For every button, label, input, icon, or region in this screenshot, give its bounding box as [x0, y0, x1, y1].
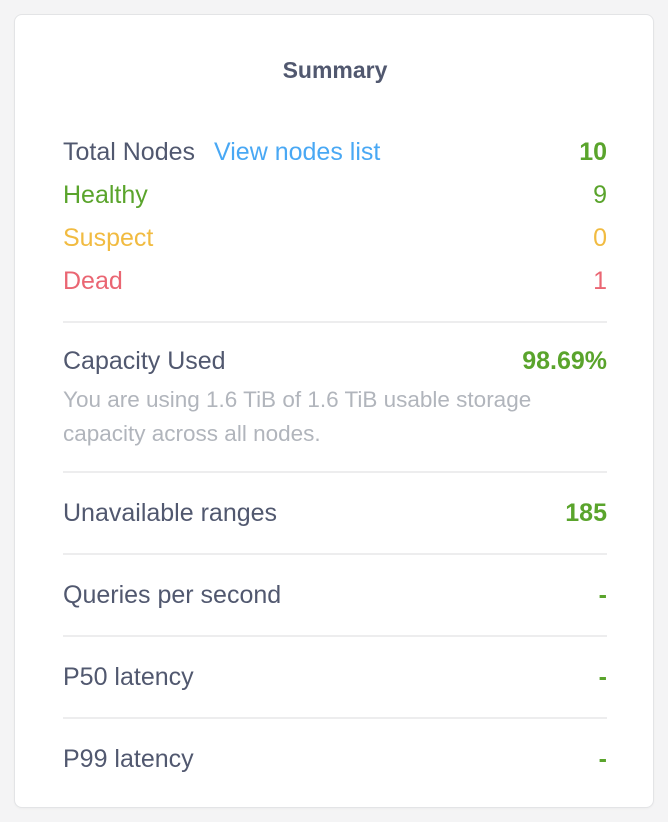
suspect-label: Suspect [63, 224, 154, 252]
capacity-used-row: Capacity Used 98.69% [63, 345, 607, 377]
queries-per-second-section: Queries per second - [63, 553, 607, 635]
dead-value: 1 [593, 267, 607, 295]
p50-latency-value: - [598, 663, 607, 691]
capacity-used-value: 98.69% [522, 347, 607, 375]
view-nodes-list-link[interactable]: View nodes list [214, 138, 381, 166]
p50-latency-label: P50 latency [63, 663, 194, 691]
total-nodes-value: 10 [579, 138, 607, 166]
dead-label: Dead [63, 267, 123, 295]
p99-latency-section: P99 latency - [63, 717, 607, 799]
p99-latency-value: - [598, 745, 607, 773]
p99-latency-row: P99 latency - [63, 743, 607, 775]
unavailable-ranges-section: Unavailable ranges 185 [63, 471, 607, 553]
unavailable-ranges-row: Unavailable ranges 185 [63, 497, 607, 529]
suspect-value: 0 [593, 224, 607, 252]
capacity-description: You are using 1.6 TiB of 1.6 TiB usable … [63, 387, 532, 446]
p50-latency-row: P50 latency - [63, 661, 607, 693]
unavailable-ranges-value: 185 [565, 499, 607, 527]
total-nodes-label: Total Nodes [63, 138, 196, 166]
capacity-section: Capacity Used 98.69% You are using 1.6 T… [63, 321, 607, 471]
panel-title: Summary [282, 57, 388, 83]
dead-nodes-row: Dead 1 [63, 260, 607, 303]
queries-per-second-value: - [598, 581, 607, 609]
p99-latency-label: P99 latency [63, 745, 194, 773]
node-status-group: Total Nodes View nodes list 10 Healthy 9… [63, 131, 607, 303]
queries-per-second-row: Queries per second - [63, 579, 607, 611]
healthy-nodes-row: Healthy 9 [63, 174, 607, 217]
p50-latency-section: P50 latency - [63, 635, 607, 717]
unavailable-ranges-label: Unavailable ranges [63, 499, 278, 527]
healthy-value: 9 [593, 181, 607, 209]
summary-panel: Summary Total Nodes View nodes list 10 H… [14, 14, 654, 808]
healthy-label: Healthy [63, 181, 148, 209]
suspect-nodes-row: Suspect 0 [63, 217, 607, 260]
total-nodes-row: Total Nodes View nodes list 10 [63, 131, 607, 174]
queries-per-second-label: Queries per second [63, 581, 282, 609]
capacity-used-label: Capacity Used [63, 347, 226, 375]
